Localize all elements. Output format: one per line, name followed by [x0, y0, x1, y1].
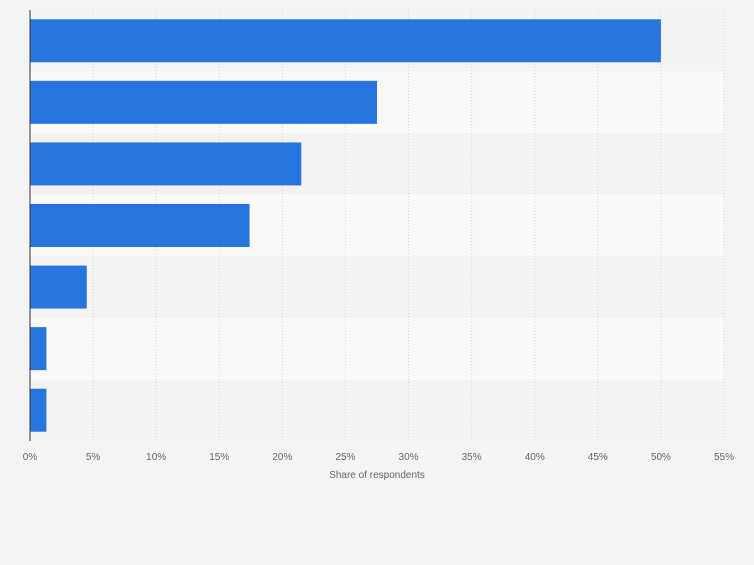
x-tick-label: 30% — [399, 452, 419, 463]
x-axis-label: Share of respondents — [329, 470, 425, 481]
bar[interactable] — [30, 265, 87, 309]
bar[interactable] — [30, 327, 47, 371]
x-tick-label: 45% — [588, 452, 608, 463]
bar[interactable] — [30, 204, 250, 247]
row-band — [30, 379, 724, 441]
bar[interactable] — [30, 388, 47, 432]
bar[interactable] — [30, 19, 661, 63]
x-axis-ticks: 0% 5% 10% 15% 20% 25% 30% 35% 40% 45% 50% 55% — [23, 452, 734, 463]
x-tick-label: 10% — [146, 452, 166, 463]
x-tick-label: 20% — [272, 452, 292, 463]
x-tick-label: 5% — [86, 452, 101, 463]
row-bands — [30, 10, 724, 441]
row-band — [30, 256, 724, 318]
x-tick-label: 50% — [651, 452, 671, 463]
x-tick-label: 40% — [525, 452, 545, 463]
x-tick-label: 15% — [209, 452, 229, 463]
x-tick-label: 35% — [462, 452, 482, 463]
x-tick-label: 55% — [714, 452, 734, 463]
bar[interactable] — [30, 142, 302, 186]
row-band — [30, 317, 724, 380]
x-tick-label: 0% — [23, 452, 38, 463]
x-tick-label: 25% — [335, 452, 355, 463]
bar[interactable] — [30, 80, 377, 124]
bars — [30, 19, 661, 432]
